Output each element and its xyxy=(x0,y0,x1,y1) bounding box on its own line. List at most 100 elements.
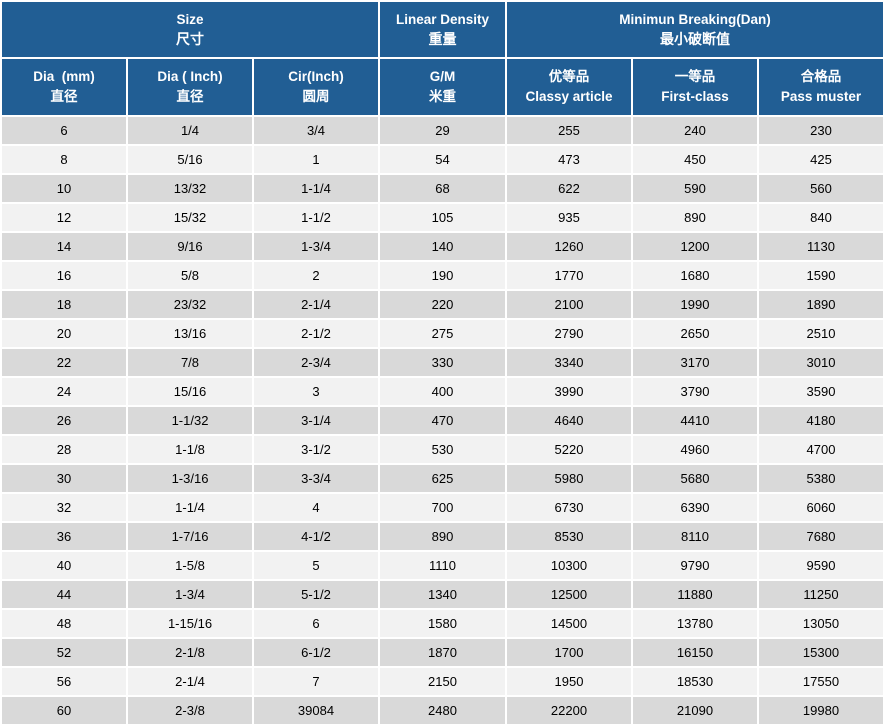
cell: 590 xyxy=(631,173,759,204)
table-row: 10 13/32 1-1/4 68 622 590 560 xyxy=(0,173,883,204)
cell: 255 xyxy=(505,115,633,146)
cell: 26 xyxy=(0,405,128,436)
cell: 190 xyxy=(378,260,507,291)
cell: 3 xyxy=(252,376,380,407)
table-body: 6 1/4 3/4 29 255 240 230 8 5/16 1 54 473 450 425 10 13/… xyxy=(0,115,883,726)
table-row: 32 1-1/4 4 700 6730 6390 6060 xyxy=(0,492,883,523)
cell: 16150 xyxy=(631,637,759,668)
header-col-dia-inch: Dia ( Inch) 直径 xyxy=(126,57,254,117)
cell: 13780 xyxy=(631,608,759,639)
cell: 470 xyxy=(378,405,507,436)
cell: 1-7/16 xyxy=(126,521,254,552)
cell: 240 xyxy=(631,115,759,146)
cell: 3340 xyxy=(505,347,633,378)
cell: 1-1/4 xyxy=(126,492,254,523)
cell: 11880 xyxy=(631,579,759,610)
cell: 8110 xyxy=(631,521,759,552)
cell: 6060 xyxy=(757,492,883,523)
header-col-first-class: 一等品 First-class xyxy=(631,57,759,117)
header-col-pass-muster-line2: Pass muster xyxy=(780,88,862,104)
cell: 1-5/8 xyxy=(126,550,254,581)
cell: 3590 xyxy=(757,376,883,407)
cell: 44 xyxy=(0,579,128,610)
cell: 30 xyxy=(0,463,128,494)
header-col-dia-mm: Dia (mm) 直径 xyxy=(0,57,128,117)
table-row: 60 2-3/8 39084 2480 22200 21090 19980 xyxy=(0,695,883,726)
header-col-dia-inch-line2: 直径 xyxy=(176,88,204,104)
cell: 6390 xyxy=(631,492,759,523)
cell: 23/32 xyxy=(126,289,254,320)
cell: 450 xyxy=(631,144,759,175)
cell: 3010 xyxy=(757,347,883,378)
header-col-pass-muster-line1: 合格品 xyxy=(800,69,842,85)
cell: 2-3/4 xyxy=(252,347,380,378)
cell: 9590 xyxy=(757,550,883,581)
cell: 1-3/4 xyxy=(252,231,380,262)
cell: 4640 xyxy=(505,405,633,436)
header-col-cir-inch-line2: 圆周 xyxy=(302,88,330,104)
cell: 5 xyxy=(252,550,380,581)
cell: 1-1/2 xyxy=(252,202,380,233)
cell: 5-1/2 xyxy=(252,579,380,610)
cell: 22 xyxy=(0,347,128,378)
cell: 700 xyxy=(378,492,507,523)
cell: 1770 xyxy=(505,260,633,291)
cell: 10 xyxy=(0,173,128,204)
cell: 48 xyxy=(0,608,128,639)
cell: 13/16 xyxy=(126,318,254,349)
cell: 15/32 xyxy=(126,202,254,233)
cell: 840 xyxy=(757,202,883,233)
cell: 560 xyxy=(757,173,883,204)
cell: 9790 xyxy=(631,550,759,581)
table-row: 40 1-5/8 5 1110 10300 9790 9590 xyxy=(0,550,883,581)
header-col-classy-article-line2: Classy article xyxy=(525,88,613,104)
header-col-first-class-line2: First-class xyxy=(661,88,729,104)
cell: 1340 xyxy=(378,579,507,610)
cell: 13/32 xyxy=(126,173,254,204)
table-row: 52 2-1/8 6-1/2 1870 1700 16150 15300 xyxy=(0,637,883,668)
header-col-pass-muster: 合格品 Pass muster xyxy=(757,57,883,117)
cell: 7/8 xyxy=(126,347,254,378)
cell: 1 xyxy=(252,144,380,175)
cell: 4700 xyxy=(757,434,883,465)
cell: 1-1/8 xyxy=(126,434,254,465)
header-col-gm-line2: 米重 xyxy=(429,88,456,104)
cell: 40 xyxy=(0,550,128,581)
cell: 425 xyxy=(757,144,883,175)
cell: 4180 xyxy=(757,405,883,436)
cell: 625 xyxy=(378,463,507,494)
cell: 3-1/4 xyxy=(252,405,380,436)
table-header: Size 尺寸 Linear Density 重量 Minimun Breaki… xyxy=(0,0,883,117)
header-group-min-breaking-en: Minimun Breaking(Dan) xyxy=(619,11,771,27)
cell: 54 xyxy=(378,144,507,175)
cell: 330 xyxy=(378,347,507,378)
cell: 12500 xyxy=(505,579,633,610)
header-col-cir-inch: Cir(Inch) 圆周 xyxy=(252,57,380,117)
cell: 28 xyxy=(0,434,128,465)
header-col-classy-article: 优等品 Classy article xyxy=(505,57,633,117)
cell: 9/16 xyxy=(126,231,254,262)
header-col-first-class-line1: 一等品 xyxy=(674,69,716,85)
table-row: 26 1-1/32 3-1/4 470 4640 4410 4180 xyxy=(0,405,883,436)
cell: 11250 xyxy=(757,579,883,610)
cell: 1-3/16 xyxy=(126,463,254,494)
cell: 4-1/2 xyxy=(252,521,380,552)
cell: 3990 xyxy=(505,376,633,407)
cell: 7 xyxy=(252,666,380,697)
cell: 14500 xyxy=(505,608,633,639)
cell: 2-1/4 xyxy=(126,666,254,697)
cell: 8 xyxy=(0,144,128,175)
cell: 5380 xyxy=(757,463,883,494)
cell: 473 xyxy=(505,144,633,175)
cell: 12 xyxy=(0,202,128,233)
header-group-size-zh: 尺寸 xyxy=(176,30,204,47)
cell: 10300 xyxy=(505,550,633,581)
cell: 5/8 xyxy=(126,260,254,291)
cell: 1110 xyxy=(378,550,507,581)
header-group-size-en: Size xyxy=(176,11,204,27)
cell: 16 xyxy=(0,260,128,291)
cell: 1-15/16 xyxy=(126,608,254,639)
cell: 1580 xyxy=(378,608,507,639)
table-row: 28 1-1/8 3-1/2 530 5220 4960 4700 xyxy=(0,434,883,465)
cell: 6730 xyxy=(505,492,633,523)
